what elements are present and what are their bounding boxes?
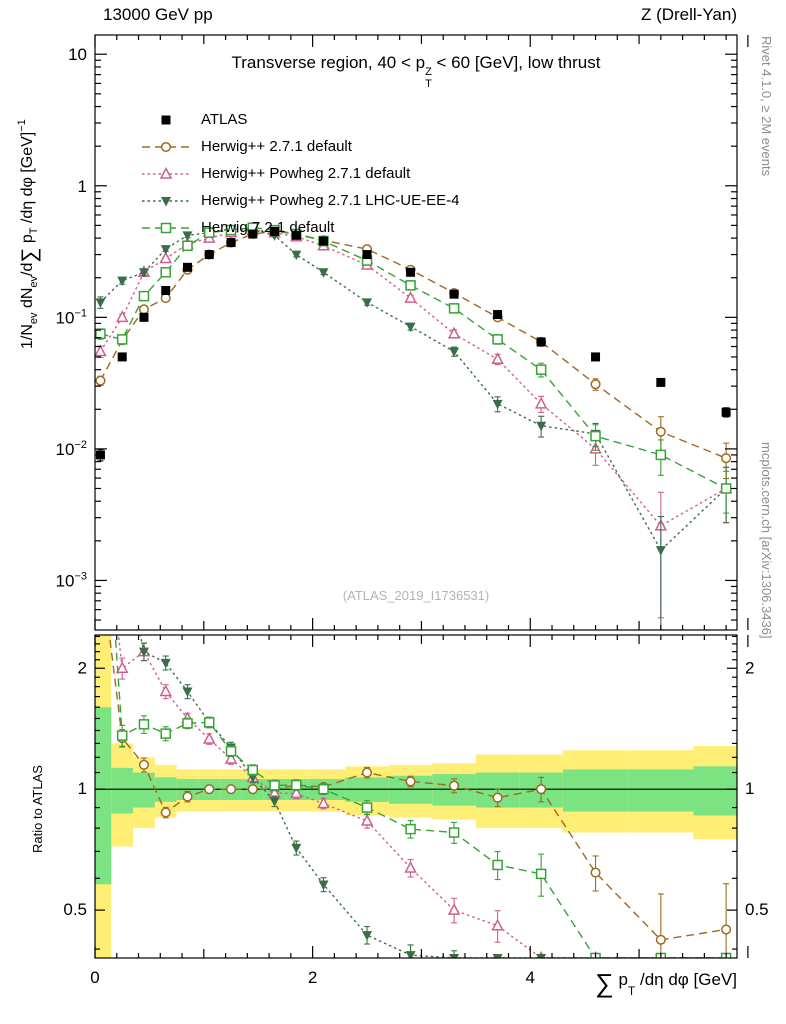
svg-text:1: 1	[78, 779, 87, 798]
y-axis-label-part: /d	[19, 262, 36, 276]
svg-text:1: 1	[78, 177, 87, 196]
legend-label: ATLAS	[201, 111, 248, 128]
axis-ticks	[94, 35, 749, 958]
ratio-axis-label: Ratio to ATLAS	[30, 765, 45, 853]
series-ratio-herwig-721	[114, 635, 732, 958]
series-ratio-herwigpp-powheg-271	[115, 635, 730, 958]
y-axis-label-sub: ev	[28, 312, 40, 325]
legend: ATLAS Herwig++ 2.7.1 default Herwig++ Powh…	[140, 106, 459, 241]
svg-text:0.5: 0.5	[745, 900, 769, 919]
x-axis-label-part: p	[613, 970, 628, 989]
y-axis-label-exp: −1	[16, 119, 28, 132]
x-axis-label-part: /dη dφ [GeV]	[635, 970, 737, 989]
header-beam-energy: 13000 GeV pp	[103, 5, 213, 24]
svg-text:0.5: 0.5	[63, 900, 87, 919]
y-axis-label-part: /dη dφ [GeV]	[19, 131, 36, 228]
legend-marker-herwig-721	[142, 222, 190, 233]
legend-item-herwigpp-powheg-271: Herwig++ Powheg 2.7.1 default	[140, 160, 459, 187]
y-axis-label-part: dN	[19, 287, 36, 313]
plot-title-post: < 60 [GeV], low thrust	[431, 53, 601, 72]
series-main-atlas	[95, 226, 731, 462]
legend-item-herwigpp-powheg-ee4: Herwig++ Powheg 2.7.1 LHC-UE-EE-4	[140, 187, 459, 214]
legend-item-herwigpp-271: Herwig++ 2.7.1 default	[140, 133, 459, 160]
y-axis-label-sub: T	[28, 227, 40, 235]
y-axis-label: 1/Nev dNev/d∑ pT /dη dφ [GeV]−1	[16, 119, 42, 349]
legend-item-herwig-721: Herwig 7.2.1 default	[140, 214, 459, 241]
svg-text:10−1: 10−1	[56, 307, 87, 327]
plot-title-pre: Transverse region, 40 < p	[231, 53, 426, 72]
legend-marker-herwigpp-powheg-ee4	[142, 196, 190, 206]
y-axis-label-part: 1/N	[19, 324, 36, 349]
rivet-version-note: Rivet 4.1.0, ≥ 2M events	[759, 36, 774, 177]
ratio-panel-frame	[94, 634, 738, 959]
ratio-uncertainty-bands	[95, 635, 737, 958]
svg-text:4: 4	[526, 968, 535, 987]
svg-text:10−3: 10−3	[56, 570, 87, 590]
svg-text:2: 2	[745, 658, 754, 677]
sum-symbol: ∑	[18, 247, 41, 263]
svg-text:2: 2	[308, 968, 317, 987]
legend-label: Herwig++ Powheg 2.7.1 default	[201, 165, 411, 182]
svg-text:10: 10	[68, 45, 87, 64]
watermark: (ATLAS_2019_I1736531)	[342, 588, 490, 603]
svg-text:0: 0	[90, 968, 99, 987]
plot-title-sup: Z	[425, 66, 432, 78]
y-axis-label-part: p	[19, 234, 36, 248]
legend-marker-herwigpp-271	[142, 141, 190, 152]
mcplots-reference-note: mcplots.cern.ch [arXiv:1306.3436]	[759, 442, 774, 639]
legend-marker-herwigpp-powheg-271	[142, 166, 190, 179]
svg-text:1: 1	[745, 779, 754, 798]
legend-label: Herwig++ Powheg 2.7.1 LHC-UE-EE-4	[201, 192, 460, 209]
legend-marker-atlas	[161, 115, 171, 124]
sum-symbol: ∑	[595, 968, 614, 998]
main-panel-frame	[94, 34, 738, 631]
legend-item-atlas: ATLAS	[140, 106, 459, 133]
svg-text:2: 2	[78, 658, 87, 677]
x-axis-label: ∑ pT /dη dφ [GeV]	[595, 968, 737, 999]
legend-label: Herwig++ 2.7.1 default	[201, 138, 352, 155]
legend-label: Herwig 7.2.1 default	[201, 219, 335, 236]
plot-title-sub: T	[425, 77, 432, 90]
svg-text:10−2: 10−2	[56, 439, 87, 459]
header-process: Z (Drell-Yan)	[640, 5, 737, 24]
x-axis-label-sub: T	[627, 984, 636, 998]
y-axis-label-sub: ev	[28, 275, 40, 288]
